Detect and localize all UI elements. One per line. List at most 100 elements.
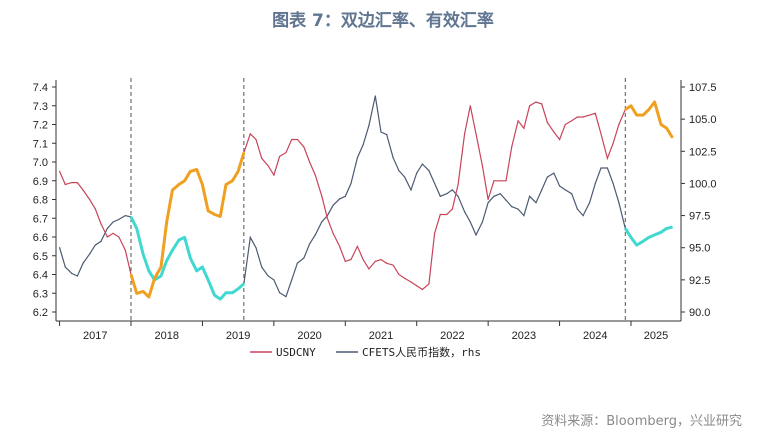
usdcny-point <box>219 215 221 217</box>
cfets-point <box>523 215 525 217</box>
usdcny-point <box>326 217 328 219</box>
cfets-point <box>368 125 370 127</box>
cfets-point <box>314 234 316 236</box>
cfets-point <box>321 221 323 223</box>
usdcny-point <box>166 221 168 223</box>
x-tick-label: 2023 <box>512 330 536 342</box>
usdcny-line <box>59 100 673 299</box>
usdcny-highlight-segment <box>129 152 246 299</box>
cfets-point <box>201 266 203 268</box>
cfets-point <box>249 236 251 238</box>
usdcny-point <box>130 273 132 276</box>
usdcny-point <box>553 131 555 133</box>
x-tick-label: 2021 <box>369 330 393 342</box>
cfets-point <box>654 234 656 236</box>
left-tick-label: 7.1 <box>33 138 48 150</box>
usdcny-point <box>225 183 227 186</box>
usdcny-point <box>469 105 471 107</box>
cfets-point <box>439 195 441 197</box>
usdcny-point <box>541 103 543 105</box>
usdcny-point <box>475 133 477 135</box>
usdcny-point <box>196 168 198 171</box>
cfets-point <box>189 257 191 259</box>
left-tick-label: 7.0 <box>33 157 48 169</box>
usdcny-point <box>154 277 156 279</box>
cfets-point <box>344 195 346 197</box>
cfets-highlight-segment <box>624 225 673 247</box>
usdcny-point <box>184 180 186 182</box>
cfets-point <box>82 262 84 264</box>
cfets-point <box>571 193 573 195</box>
usdcny-point <box>410 281 412 283</box>
usdcny-point <box>291 138 293 141</box>
left-tick-label: 6.9 <box>33 176 48 188</box>
cfets-point <box>589 202 591 204</box>
left-tick-label: 7.3 <box>33 101 48 113</box>
usdcny-point <box>118 236 120 238</box>
cfets-point <box>207 279 209 281</box>
usdcny-point <box>64 183 66 186</box>
usdcny-point <box>296 138 298 141</box>
cfets-point <box>243 283 245 285</box>
usdcny-point <box>261 157 263 159</box>
cfets-point <box>59 247 61 249</box>
cfets-point <box>332 204 334 206</box>
cfets-point <box>76 275 78 277</box>
usdcny-point <box>654 101 656 103</box>
cfets-point <box>350 182 352 184</box>
cfets-point <box>576 208 579 210</box>
usdcny-point <box>362 258 364 261</box>
cfets-point <box>404 176 406 178</box>
usdcny-point <box>124 249 126 251</box>
usdcny-point <box>523 127 525 129</box>
usdcny-point <box>612 142 614 144</box>
usdcny-point <box>214 213 216 216</box>
right-tick-label: 100.0 <box>689 178 717 190</box>
usdcny-point <box>624 108 626 111</box>
usdcny-point <box>231 180 233 182</box>
usdcny-point <box>386 262 388 264</box>
chart-title: 图表 7：双边汇率、有效汇率 <box>272 11 494 31</box>
right-tick-label: 105.0 <box>689 114 717 126</box>
x-tick-label: 2019 <box>226 330 250 342</box>
left-tick-label: 7.2 <box>33 120 48 132</box>
usdcny-point <box>71 182 73 184</box>
cfets-point <box>380 131 382 133</box>
cfets-point <box>148 270 150 272</box>
usdcny-point <box>421 288 423 291</box>
cfets-point <box>475 234 477 236</box>
usdcny-point <box>148 296 150 298</box>
cfets-point <box>94 244 96 246</box>
cfets-point <box>600 167 602 169</box>
cfets-point <box>499 193 501 195</box>
cfets-point <box>136 227 138 229</box>
usdcny-point <box>594 112 596 114</box>
cfets-point <box>219 298 221 300</box>
cfets-point <box>410 189 412 191</box>
usdcny-point <box>564 123 566 126</box>
usdcny-point <box>237 170 239 172</box>
cfets-point <box>196 270 198 272</box>
usdcny-point <box>529 105 531 107</box>
usdcny-point <box>618 123 620 126</box>
cfets-point <box>666 227 668 229</box>
cfets-point <box>446 193 448 195</box>
usdcny-point <box>374 260 376 262</box>
cfets-point <box>618 202 620 204</box>
cfets-point <box>356 157 358 159</box>
cfets-highlight-segment <box>129 216 245 301</box>
cfets-point <box>64 266 66 268</box>
usdcny-point <box>321 195 323 197</box>
usdcny-point <box>142 290 144 292</box>
right-tick-label: 95.0 <box>689 243 710 255</box>
cfets-point <box>660 231 662 233</box>
cfets-point <box>457 195 459 197</box>
usdcny-point <box>368 268 370 270</box>
cfets-point <box>398 170 400 172</box>
usdcny-point <box>160 266 162 268</box>
cfets-point <box>106 227 108 229</box>
cfets-point <box>124 215 126 217</box>
usdcny-point <box>666 127 668 129</box>
cfets-point <box>671 226 674 228</box>
usdcny-point <box>589 114 591 116</box>
